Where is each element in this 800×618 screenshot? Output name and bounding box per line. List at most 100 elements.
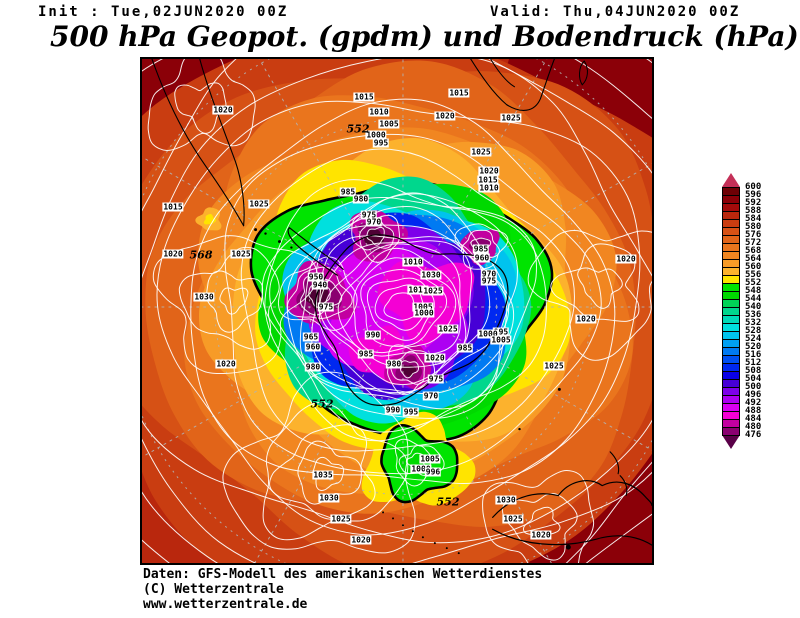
isobar-label: 995 (372, 138, 390, 148)
legend-value-label: 480 (745, 422, 762, 432)
isobar-label: 960 (304, 342, 322, 352)
legend-value-label: 600 (745, 182, 762, 192)
isobar-label: 980 (304, 362, 322, 372)
legend-value-label: 504 (745, 374, 762, 384)
legend-value-label: 492 (745, 398, 762, 408)
isobar-label: 1005 (419, 454, 441, 464)
legend-value-label: 508 (745, 366, 762, 376)
isobar-label: 1035 (312, 470, 334, 480)
isobar-label: 985 (339, 187, 357, 197)
legend-value-label: 548 (745, 286, 762, 296)
isobar-label: 970 (422, 391, 440, 401)
legend-value-label: 528 (745, 326, 762, 336)
footer-line-3: www.wetterzentrale.de (143, 597, 308, 612)
legend-value-label: 516 (745, 350, 762, 360)
legend-value-label: 572 (745, 238, 762, 248)
map-graphics (142, 59, 652, 563)
isobar-label: 1000 (413, 308, 435, 318)
isobar-label: 1025 (330, 514, 352, 524)
legend-value-label: 520 (745, 342, 762, 352)
isobar-label: 1025 (500, 113, 522, 123)
legend-value-label: 556 (745, 270, 762, 280)
legend-value-label: 576 (745, 230, 762, 240)
legend-value-label: 592 (745, 198, 762, 208)
color-scale-legend: 600 596 592 588 584 580 576 572 568 564 560 556 552 5… (722, 173, 800, 463)
isobar-label: 1020 (575, 314, 597, 324)
isobar-label: 995 (402, 407, 420, 417)
isobar-label: 1025 (543, 361, 565, 371)
isobar-label: 1025 (502, 514, 524, 524)
geopotential-label: 552 (346, 122, 370, 136)
isobar-label: 1000 (477, 329, 499, 339)
legend-bottom-arrow (722, 435, 740, 449)
legend-value-label: 488 (745, 406, 762, 416)
isobar-label: 975 (317, 302, 335, 312)
init-time-label: Init : Tue,02JUN2020 00Z (38, 4, 289, 20)
isobar-label: 1010 (368, 107, 390, 117)
isobar-label: 996 (424, 467, 442, 477)
geopotential-label: 552 (310, 397, 334, 411)
legend-value-label: 564 (745, 254, 762, 264)
isobar-label: 1020 (212, 105, 234, 115)
geopotential-label: 568 (189, 248, 213, 262)
isobar-label: 1025 (230, 249, 252, 259)
legend-top-arrow (722, 173, 740, 187)
legend-value-label: 560 (745, 262, 762, 272)
legend-value-label: 552 (745, 278, 762, 288)
legend-value-label: 544 (745, 294, 762, 304)
isobar-label: 1025 (437, 324, 459, 334)
isobar-label: 1000 (410, 464, 432, 474)
isobar-label: 1020 (434, 111, 456, 121)
isobar-label: 975 (427, 374, 445, 384)
footer-line-1: Daten: GFS-Modell des amerikanischen Wet… (143, 567, 543, 582)
isobar-label: 1015 (162, 202, 184, 212)
legend-value-label: 596 (745, 190, 762, 200)
isobar-label: 1015 (448, 88, 470, 98)
legend-value-label: 580 (745, 222, 762, 232)
isobar-label: 1020 (530, 530, 552, 540)
legend-value-label: 512 (745, 358, 762, 368)
isobar-label: 1030 (318, 493, 340, 503)
isobar-label: 1030 (193, 292, 215, 302)
weather-map: 1020 1015 1020 1025 1025 1030 1020 1035 1030 1025… (140, 57, 654, 565)
legend-color-box (722, 427, 740, 436)
legend-value-label: 484 (745, 414, 762, 424)
isobar-label: 950 (307, 272, 325, 282)
isobar-label: 985 (456, 343, 474, 353)
map-labels: 1020 1015 1020 1025 1025 1030 1020 1035 1030 1025… (142, 59, 652, 563)
legend-value-label: 584 (745, 214, 762, 224)
isobar-label: 970 (365, 217, 383, 227)
isobar-label: 970 (480, 269, 498, 279)
isobar-label: 980 (352, 194, 370, 204)
legend-value-label: 496 (745, 390, 762, 400)
isobar-label: 1020 (478, 166, 500, 176)
isobar-label: 1030 (495, 495, 517, 505)
isobar-label: 1030 (420, 270, 442, 280)
footer-line-2: (C) Wetterzentrale (143, 582, 284, 597)
legend-value-label: 568 (745, 246, 762, 256)
isobar-label: 1020 (162, 249, 184, 259)
isobar-label: 1000 (365, 130, 387, 140)
isobar-label: 1010 (402, 257, 424, 267)
isobar-label: 1020 (215, 359, 237, 369)
isobar-label: 975 (480, 276, 498, 286)
isobar-label: 1005 (412, 302, 434, 312)
isobar-label: 1020 (424, 353, 446, 363)
legend-value-label: 476 (745, 430, 762, 440)
isobar-label: 1020 (615, 254, 637, 264)
legend-value-label: 524 (745, 334, 762, 344)
isobar-label: 1015 (353, 92, 375, 102)
isobar-label: 960 (473, 253, 491, 263)
legend-value-label: 532 (745, 318, 762, 328)
legend-value-label: 588 (745, 206, 762, 216)
isobar-label: 985 (357, 349, 375, 359)
isobar-label: 1005 (378, 119, 400, 129)
isobar-label: 940 (311, 280, 329, 290)
isobar-label: 985 (472, 244, 490, 254)
isobar-label: 990 (364, 330, 382, 340)
isobar-label: 1025 (248, 199, 270, 209)
isobar-label: 975 (360, 210, 378, 220)
isobar-label: 980 (385, 359, 403, 369)
isobar-label: 965 (302, 332, 320, 342)
